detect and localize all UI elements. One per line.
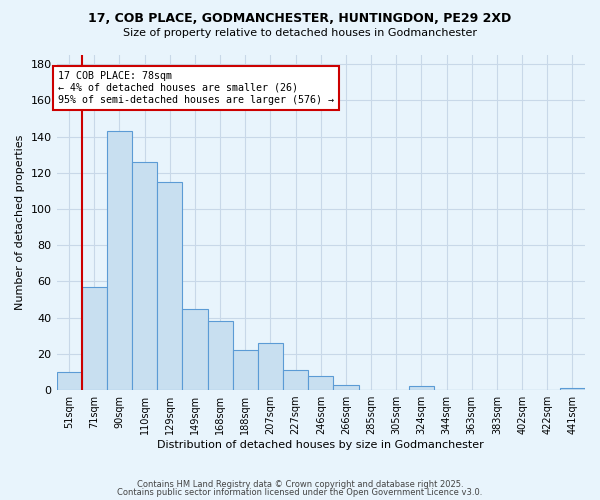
Bar [560,388,585,390]
Text: 17 COB PLACE: 78sqm
← 4% of detached houses are smaller (26)
95% of semi-detache: 17 COB PLACE: 78sqm ← 4% of detached hou… [58,72,334,104]
X-axis label: Distribution of detached houses by size in Godmanchester: Distribution of detached houses by size … [157,440,484,450]
Bar [233,350,258,390]
Text: 17, COB PLACE, GODMANCHESTER, HUNTINGDON, PE29 2XD: 17, COB PLACE, GODMANCHESTER, HUNTINGDON… [88,12,512,26]
Bar [107,131,132,390]
Text: Contains HM Land Registry data © Crown copyright and database right 2025.: Contains HM Land Registry data © Crown c… [137,480,463,489]
Bar [308,376,334,390]
Text: Size of property relative to detached houses in Godmanchester: Size of property relative to detached ho… [123,28,477,38]
Text: Contains public sector information licensed under the Open Government Licence v3: Contains public sector information licen… [118,488,482,497]
Y-axis label: Number of detached properties: Number of detached properties [15,135,25,310]
Bar [409,386,434,390]
Bar [283,370,308,390]
Bar [258,343,283,390]
Bar [157,182,182,390]
Bar [182,308,208,390]
Bar [132,162,157,390]
Bar [334,384,359,390]
Bar [56,372,82,390]
Bar [82,287,107,390]
Bar [208,322,233,390]
